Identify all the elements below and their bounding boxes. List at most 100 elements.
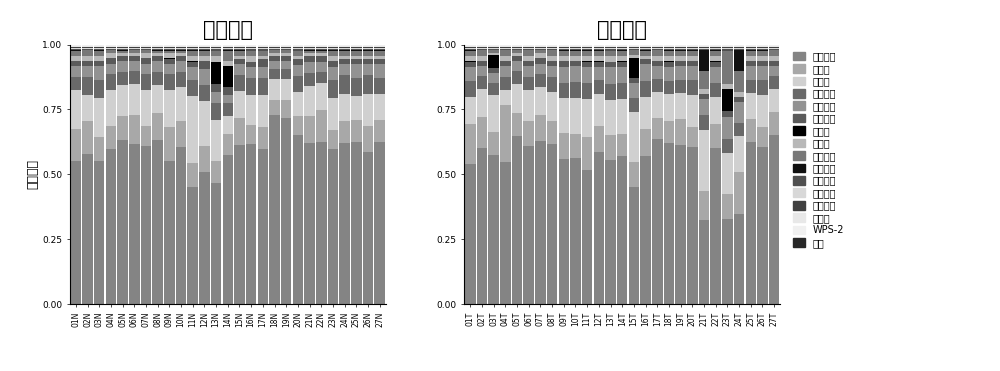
Bar (316, 46, 327, 47)
Bar (687, 147, 698, 304)
Bar (500, 45, 511, 46)
Bar (281, 61, 291, 69)
Bar (477, 47, 487, 49)
Bar (629, 49, 639, 50)
Bar (605, 48, 616, 49)
Bar (71, 45, 81, 46)
Bar (582, 170, 592, 304)
Bar (117, 46, 128, 47)
Bar (187, 56, 198, 61)
Bar (652, 92, 663, 118)
Bar (629, 55, 639, 58)
Bar (640, 156, 651, 304)
Bar (559, 159, 569, 304)
Bar (374, 78, 385, 93)
Bar (547, 45, 557, 46)
Bar (269, 56, 280, 61)
Bar (488, 46, 499, 47)
Bar (570, 50, 581, 56)
Bar (547, 66, 557, 76)
Bar (605, 62, 616, 68)
Bar (316, 83, 327, 109)
Bar (617, 83, 627, 99)
Bar (374, 59, 385, 64)
Bar (246, 49, 256, 50)
Bar (141, 47, 151, 49)
Bar (374, 64, 385, 78)
Bar (187, 51, 198, 56)
Bar (477, 76, 487, 89)
Bar (605, 84, 616, 100)
Bar (547, 121, 557, 144)
Bar (594, 56, 604, 61)
Bar (339, 94, 350, 121)
Bar (211, 56, 221, 62)
Bar (535, 45, 546, 46)
Bar (281, 69, 291, 79)
Y-axis label: 相对丰度: 相对丰度 (26, 160, 39, 189)
Bar (82, 46, 93, 47)
Bar (477, 61, 487, 66)
Bar (582, 45, 592, 46)
Bar (722, 117, 733, 139)
Bar (152, 72, 163, 85)
Bar (164, 90, 175, 127)
Bar (234, 49, 245, 50)
Bar (746, 61, 756, 66)
Bar (652, 118, 663, 139)
Bar (559, 133, 569, 159)
Bar (117, 116, 128, 139)
Bar (117, 139, 128, 304)
Bar (152, 56, 163, 61)
Bar (722, 46, 733, 47)
Bar (512, 53, 522, 56)
Bar (582, 46, 592, 47)
Bar (500, 105, 511, 162)
Bar (211, 120, 221, 161)
Bar (523, 49, 534, 50)
Bar (152, 50, 163, 53)
Bar (258, 47, 268, 48)
Bar (152, 47, 163, 49)
Bar (769, 89, 779, 112)
Bar (594, 125, 604, 152)
Bar (500, 50, 511, 56)
Bar (523, 45, 534, 46)
Bar (152, 61, 163, 72)
Bar (363, 152, 373, 304)
Bar (652, 66, 663, 79)
Bar (465, 56, 476, 62)
Bar (328, 148, 338, 304)
Bar (477, 56, 487, 60)
Bar (234, 59, 245, 65)
Bar (176, 72, 186, 87)
Bar (258, 68, 268, 78)
Bar (640, 59, 651, 65)
Bar (664, 49, 674, 50)
Bar (199, 46, 210, 47)
Bar (617, 56, 627, 62)
Bar (722, 111, 733, 117)
Bar (523, 50, 534, 56)
Bar (82, 154, 93, 304)
Bar (351, 142, 362, 304)
Bar (699, 130, 709, 191)
Bar (246, 78, 256, 95)
Bar (769, 45, 779, 46)
Bar (363, 45, 373, 46)
Bar (141, 46, 151, 47)
Bar (699, 94, 709, 99)
Bar (594, 49, 604, 50)
Bar (71, 129, 81, 161)
Bar (500, 66, 511, 76)
Bar (304, 86, 315, 116)
Bar (328, 98, 338, 130)
Bar (722, 45, 733, 46)
Bar (71, 66, 81, 77)
Bar (258, 78, 268, 95)
Bar (699, 45, 709, 46)
Bar (363, 46, 373, 47)
Bar (269, 61, 280, 69)
Bar (652, 47, 663, 49)
Bar (559, 50, 569, 56)
